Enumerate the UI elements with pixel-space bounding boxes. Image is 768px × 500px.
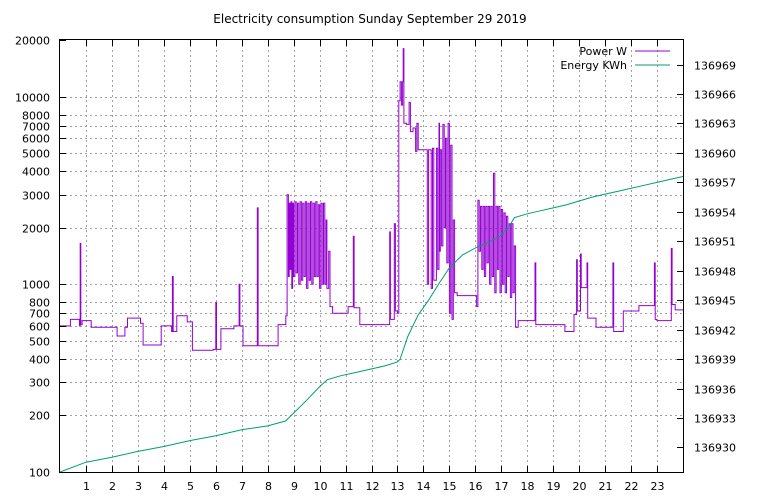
y2-tick-label: 136966 xyxy=(694,89,736,102)
x-tick-label: 6 xyxy=(213,480,220,493)
x-tick-label: 18 xyxy=(521,480,535,493)
x-tick-label: 20 xyxy=(573,480,587,493)
x-tick-label: 10 xyxy=(314,480,328,493)
y-tick-label: 6000 xyxy=(22,133,50,146)
y2-tick-label: 136954 xyxy=(694,207,736,220)
y-tick-label: 20000 xyxy=(15,35,50,48)
x-tick-label: 3 xyxy=(135,480,142,493)
y-tick-label: 700 xyxy=(29,308,50,321)
x-tick-label: 19 xyxy=(547,480,561,493)
grid xyxy=(60,40,683,472)
y2-tick-label: 136960 xyxy=(694,148,736,161)
y2-tick-label: 136951 xyxy=(694,236,736,249)
y2-tick-label: 136969 xyxy=(694,60,736,73)
y-tick-label: 100 xyxy=(29,467,50,480)
y2-tick-label: 136936 xyxy=(694,384,736,397)
x-tick-label: 22 xyxy=(625,480,639,493)
y2-tick-label: 136963 xyxy=(694,118,736,131)
x-tick-label: 21 xyxy=(599,480,613,493)
y-tick-label: 400 xyxy=(29,354,50,367)
y2-tick-label: 136942 xyxy=(694,325,736,338)
y2-tick-label: 136933 xyxy=(694,413,736,426)
y-tick-label: 500 xyxy=(29,336,50,349)
x-tick-label: 12 xyxy=(366,480,380,493)
x-tick-label: 13 xyxy=(391,480,405,493)
y-tick-label: 200 xyxy=(29,410,50,423)
y-tick-label: 1000 xyxy=(22,279,50,292)
axes: 1 2 3 4 5 6 7 8 9 10 11 12 13 14 15 16 17 18 19 20 21 22 23100… xyxy=(15,35,736,494)
y-tick-label: 800 xyxy=(29,297,50,310)
power-series-line xyxy=(60,48,683,351)
x-tick-label: 4 xyxy=(161,480,168,493)
y-tick-label: 2000 xyxy=(22,223,50,236)
y-tick-label: 4000 xyxy=(22,166,50,179)
y-tick-label: 8000 xyxy=(22,110,50,123)
legend: Power W Energy KWh xyxy=(560,45,670,72)
x-tick-label: 17 xyxy=(495,480,509,493)
y2-tick-label: 136945 xyxy=(694,295,736,308)
plot-frame xyxy=(59,39,684,473)
energy-series-line xyxy=(59,176,684,473)
y-tick-label: 7000 xyxy=(22,121,50,134)
legend-label-energy: Energy KWh xyxy=(560,59,627,72)
y2-tick-label: 136957 xyxy=(694,177,736,190)
x-tick-label: 1 xyxy=(83,480,90,493)
x-tick-label: 2 xyxy=(109,480,116,493)
x-tick-label: 7 xyxy=(239,480,246,493)
series-layer xyxy=(59,48,684,473)
y2-tick-label: 136948 xyxy=(694,266,736,279)
y-tick-label: 300 xyxy=(29,377,50,390)
y2-tick-label: 136930 xyxy=(694,442,736,455)
x-tick-label: 9 xyxy=(291,480,298,493)
x-tick-label: 15 xyxy=(443,480,457,493)
y-tick-label: 600 xyxy=(29,321,50,334)
y-tick-label: 5000 xyxy=(22,148,50,161)
chart-title: Electricity consumption Sunday September… xyxy=(213,12,526,26)
y2-tick-label: 136939 xyxy=(694,354,736,367)
x-tick-label: 14 xyxy=(417,480,431,493)
x-tick-label: 23 xyxy=(651,480,665,493)
x-tick-label: 16 xyxy=(469,480,483,493)
y-tick-label: 3000 xyxy=(22,190,50,203)
x-tick-label: 5 xyxy=(187,480,194,493)
legend-label-power: Power W xyxy=(579,45,627,58)
x-tick-label: 11 xyxy=(340,480,354,493)
x-tick-label: 8 xyxy=(265,480,272,493)
y-tick-label: 10000 xyxy=(15,92,50,105)
